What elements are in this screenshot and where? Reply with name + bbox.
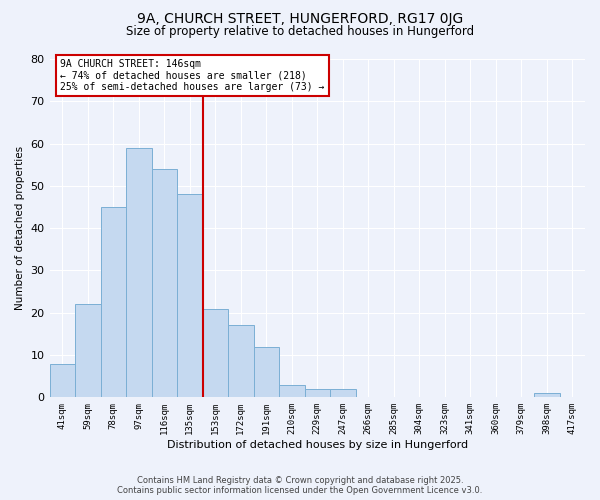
Text: Contains HM Land Registry data © Crown copyright and database right 2025.
Contai: Contains HM Land Registry data © Crown c… — [118, 476, 482, 495]
Bar — [228, 326, 254, 398]
Text: 9A, CHURCH STREET, HUNGERFORD, RG17 0JG: 9A, CHURCH STREET, HUNGERFORD, RG17 0JG — [137, 12, 463, 26]
Text: Size of property relative to detached houses in Hungerford: Size of property relative to detached ho… — [126, 25, 474, 38]
Y-axis label: Number of detached properties: Number of detached properties — [15, 146, 25, 310]
Bar — [50, 364, 75, 398]
Bar — [203, 308, 228, 398]
Bar — [152, 169, 177, 398]
Bar — [126, 148, 152, 398]
Text: 9A CHURCH STREET: 146sqm
← 74% of detached houses are smaller (218)
25% of semi-: 9A CHURCH STREET: 146sqm ← 74% of detach… — [60, 59, 325, 92]
Bar — [101, 207, 126, 398]
Bar — [330, 389, 356, 398]
Bar — [534, 393, 560, 398]
Bar — [305, 389, 330, 398]
X-axis label: Distribution of detached houses by size in Hungerford: Distribution of detached houses by size … — [167, 440, 468, 450]
Bar — [254, 346, 279, 398]
Bar — [177, 194, 203, 398]
Bar — [279, 384, 305, 398]
Bar — [75, 304, 101, 398]
